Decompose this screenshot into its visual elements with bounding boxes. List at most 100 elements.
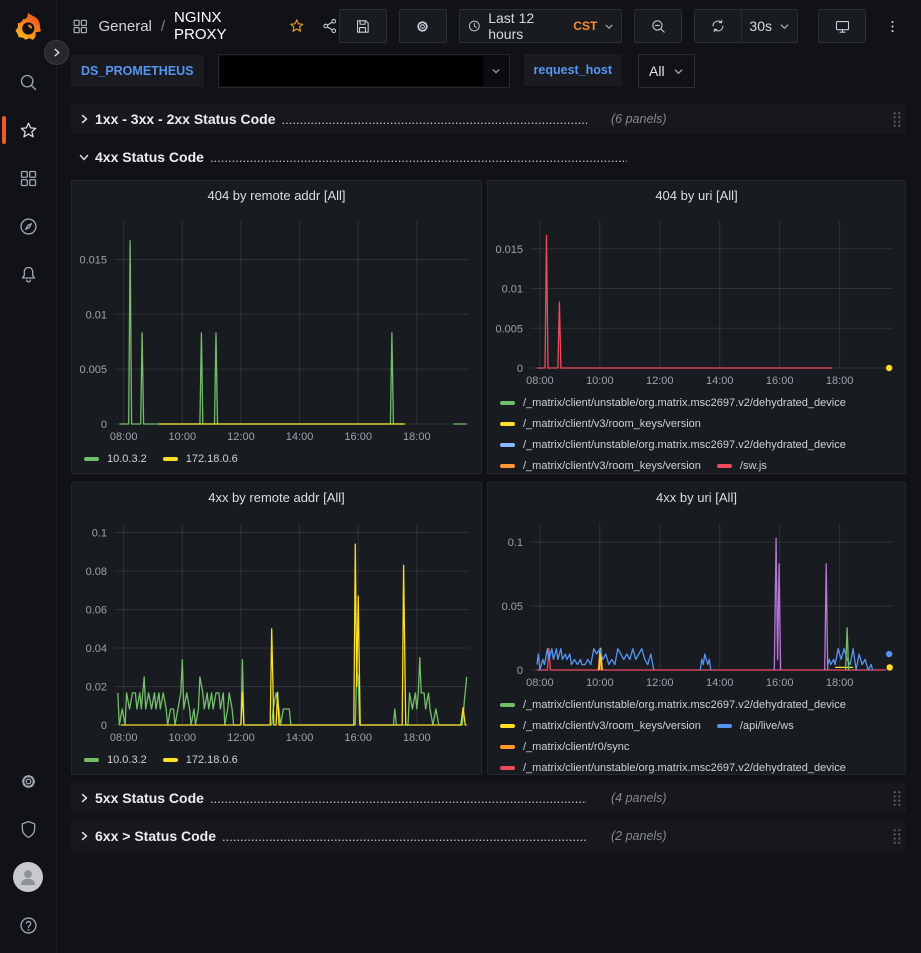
panel-title[interactable]: 404 by uri [All] bbox=[655, 188, 738, 203]
refresh-button[interactable] bbox=[694, 9, 743, 43]
legend-item[interactable]: /_matrix/client/r0/sync bbox=[500, 741, 629, 753]
main-area: General / NGINX PROXY Last 12 hours CST bbox=[57, 0, 921, 953]
legend-item[interactable]: /_matrix/client/unstable/org.matrix.msc2… bbox=[500, 699, 846, 711]
legend-item[interactable]: /_matrix/client/unstable/org.matrix.msc2… bbox=[500, 762, 846, 774]
panel-row-1: 404 by remote addr [All] 08:00 10:00 12:00… bbox=[71, 180, 906, 474]
sidebar-expand-button[interactable] bbox=[44, 40, 69, 65]
share-icon[interactable] bbox=[321, 17, 339, 35]
legend-swatch bbox=[716, 463, 732, 468]
grafana-logo-icon[interactable] bbox=[11, 10, 45, 44]
legend-row: 10.0.3.2 172.18.0.6 bbox=[84, 448, 473, 469]
svg-text:12:00: 12:00 bbox=[646, 677, 674, 689]
breadcrumb: General / NGINX PROXY bbox=[71, 9, 339, 43]
svg-text:16:00: 16:00 bbox=[344, 431, 372, 443]
top-nav: General / NGINX PROXY Last 12 hours CST bbox=[57, 0, 921, 52]
svg-text:14:00: 14:00 bbox=[706, 375, 734, 387]
panel-404-by-remote-addr: 404 by remote addr [All] 08:00 10:00 12:00… bbox=[71, 180, 482, 474]
zoom-out-time-button[interactable] bbox=[634, 9, 683, 43]
svg-text:0.1: 0.1 bbox=[508, 537, 523, 549]
timeseries-chart[interactable]: 08:00 10:00 12:00 14:00 16:00 18:00 0 0.005 0.01… bbox=[72, 211, 481, 448]
legend-item[interactable]: 172.18.0.6 bbox=[162, 453, 238, 465]
legend-swatch bbox=[84, 456, 99, 461]
svg-text:12:00: 12:00 bbox=[646, 375, 674, 387]
svg-text:0.01: 0.01 bbox=[502, 284, 523, 296]
legend-swatch bbox=[500, 765, 515, 770]
legend-item[interactable]: /_matrix/client/v3/room_keys/version bbox=[500, 720, 701, 732]
legend-row: /_matrix/client/r0/sync bbox=[500, 736, 897, 757]
svg-text:0: 0 bbox=[517, 363, 523, 375]
legend-label: /_matrix/client/v3/room_keys/version bbox=[523, 459, 701, 472]
variable-ds-label[interactable]: DS_PROMETHEUS bbox=[71, 55, 204, 87]
timeseries-chart[interactable]: 08:00 10:00 12:00 14:00 16:00 18:00 0 0.05 0.1 bbox=[488, 513, 905, 694]
legend-label: 10.0.3.2 bbox=[107, 753, 147, 766]
row-1xx-3xx-2xx[interactable]: 1xx - 3xx - 2xx Status Code.............… bbox=[71, 104, 906, 134]
variable-host-value-dropdown[interactable]: All bbox=[638, 54, 695, 88]
refresh-interval-dropdown[interactable]: 30s bbox=[741, 9, 798, 43]
row-5xx[interactable]: 5xx Status Code.........................… bbox=[71, 783, 906, 813]
svg-text:12:00: 12:00 bbox=[227, 732, 255, 744]
save-dashboard-button[interactable] bbox=[338, 9, 387, 43]
variable-host-label[interactable]: request_host bbox=[523, 54, 623, 86]
legend-item[interactable]: /_matrix/client/v3/room_keys/version bbox=[500, 418, 701, 430]
panel-title[interactable]: 4xx by remote addr [All] bbox=[208, 490, 345, 505]
legend-label: /sw.js bbox=[739, 459, 767, 472]
breadcrumb-section[interactable]: General bbox=[98, 17, 152, 35]
svg-text:08:00: 08:00 bbox=[110, 732, 138, 744]
cycle-view-mode-button[interactable] bbox=[818, 9, 866, 43]
variables-bar: DS_PROMETHEUS request_host All bbox=[57, 52, 921, 98]
sidebar-item-alerting[interactable] bbox=[0, 250, 56, 298]
timezone-label: CST bbox=[573, 19, 598, 33]
panel-row-2: 4xx by remote addr [All] 08:00 10:00 12:00… bbox=[71, 482, 906, 775]
legend-item[interactable]: /_matrix/client/unstable/org.matrix.msc2… bbox=[500, 397, 846, 409]
timeseries-chart[interactable]: 08:00 10:00 12:00 14:00 16:00 18:00 0 0.005 0.01… bbox=[488, 211, 905, 392]
legend-swatch bbox=[84, 757, 99, 762]
sidebar-bottom bbox=[0, 757, 56, 949]
legend-swatch bbox=[716, 723, 732, 728]
sidebar-item-search[interactable] bbox=[0, 58, 56, 106]
sidebar-item-starred[interactable] bbox=[0, 106, 56, 154]
panel-title[interactable]: 4xx by uri [All] bbox=[656, 490, 737, 505]
row-4xx[interactable]: 4xx Status Code.........................… bbox=[71, 142, 906, 172]
panel-legend: /_matrix/client/unstable/org.matrix.msc2… bbox=[488, 392, 905, 473]
timeseries-chart[interactable]: 08:00 10:00 12:00 14:00 16:00 18:00 0 0.02 0.04 0… bbox=[72, 513, 481, 749]
legend-item[interactable]: 10.0.3.2 bbox=[84, 754, 147, 766]
time-range-picker[interactable]: Last 12 hours CST bbox=[458, 9, 623, 43]
panel-legend: /_matrix/client/unstable/org.matrix.msc2… bbox=[488, 694, 905, 774]
variable-ds-value-dropdown[interactable] bbox=[217, 54, 510, 88]
dashboard-settings-button[interactable] bbox=[398, 9, 447, 43]
sidebar-item-profile[interactable] bbox=[0, 853, 56, 901]
svg-text:08:00: 08:00 bbox=[526, 677, 554, 689]
legend-swatch bbox=[500, 421, 515, 426]
sidebar-item-help[interactable] bbox=[0, 901, 56, 949]
legend-item[interactable]: /sw.js bbox=[716, 459, 767, 472]
legend-item[interactable]: 172.18.0.6 bbox=[162, 754, 238, 766]
chevron-right-icon bbox=[78, 113, 90, 125]
sidebar-item-dashboards[interactable] bbox=[0, 154, 56, 202]
refresh-group: 30s bbox=[694, 9, 798, 43]
legend-swatch bbox=[500, 723, 515, 728]
legend-item[interactable]: /api/live/ws bbox=[716, 719, 794, 732]
clock-icon bbox=[467, 18, 482, 34]
apps-grid-icon bbox=[71, 17, 90, 36]
panel-4xx-by-uri: 4xx by uri [All] 08:00 10:00 12:00 14:00 16:… bbox=[487, 482, 906, 775]
svg-text:10:00: 10:00 bbox=[586, 375, 614, 387]
sidebar-item-server-admin[interactable] bbox=[0, 805, 56, 853]
svg-text:0.08: 0.08 bbox=[86, 566, 107, 578]
panel-title[interactable]: 404 by remote addr [All] bbox=[207, 188, 346, 203]
legend-label: /api/live/ws bbox=[739, 719, 794, 732]
row-6xx[interactable]: 6xx > Status Code.......................… bbox=[71, 821, 906, 851]
kebab-menu-button[interactable] bbox=[878, 10, 906, 42]
row-panel-count: (2 panels) bbox=[611, 829, 667, 843]
legend-item[interactable]: /_matrix/client/v3/room_keys/version bbox=[500, 460, 701, 472]
panel-404-by-uri: 404 by uri [All] 08:00 10:00 12:00 14:00 16:… bbox=[487, 180, 906, 474]
sidebar-item-configuration[interactable] bbox=[0, 757, 56, 805]
sidebar-item-explore[interactable] bbox=[0, 202, 56, 250]
row-drag-handle[interactable] bbox=[892, 828, 902, 845]
favorite-star-icon[interactable] bbox=[288, 17, 306, 35]
row-drag-handle[interactable] bbox=[892, 790, 902, 807]
row-drag-handle[interactable] bbox=[892, 111, 902, 128]
legend-item[interactable]: 10.0.3.2 bbox=[84, 453, 147, 465]
row-panel-count: (4 panels) bbox=[611, 791, 667, 805]
row-title: 1xx - 3xx - 2xx Status Code bbox=[95, 111, 276, 127]
legend-item[interactable]: /_matrix/client/unstable/org.matrix.msc2… bbox=[500, 439, 846, 451]
